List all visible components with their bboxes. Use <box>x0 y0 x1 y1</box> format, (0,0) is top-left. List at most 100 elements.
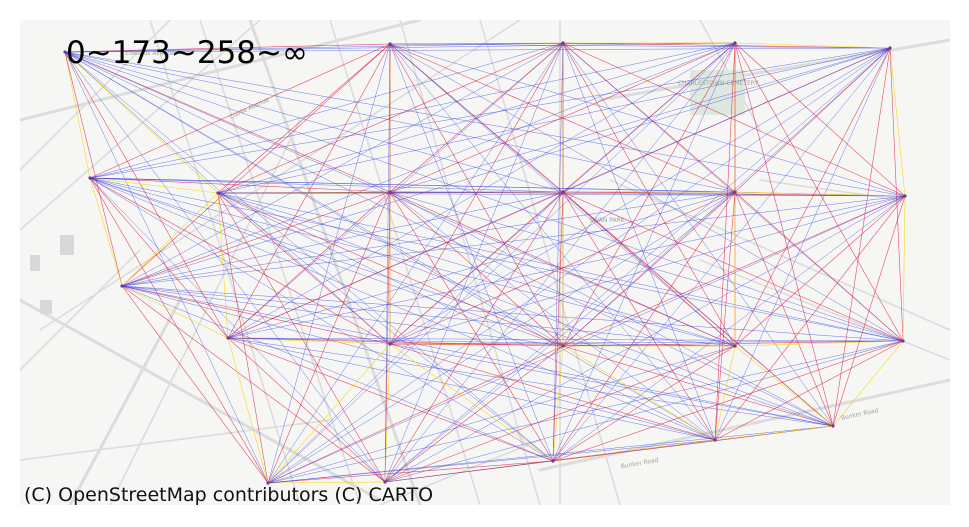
network-edge <box>562 42 716 441</box>
network-edge <box>832 195 906 427</box>
network-edge <box>734 47 891 347</box>
network-edge <box>121 285 716 441</box>
network-edge <box>389 43 554 462</box>
network-edge <box>267 439 716 484</box>
network-edge <box>889 47 904 342</box>
network-node <box>561 344 565 348</box>
road <box>149 20 301 505</box>
network-edge <box>121 192 219 287</box>
network-edge <box>384 191 391 483</box>
network-edge <box>89 42 564 179</box>
network-edge <box>389 43 564 347</box>
network-edge <box>121 285 269 484</box>
network-edge <box>714 345 736 441</box>
road <box>20 419 331 461</box>
network-edge <box>121 285 391 345</box>
map-svg: CHARLESTOWN CEMETERY SWAN PARK Bunker Road… <box>20 20 950 505</box>
network-edge <box>64 51 123 287</box>
road <box>248 20 422 505</box>
network-edge <box>384 345 564 483</box>
network-edge <box>389 43 716 441</box>
network-edge <box>121 195 906 287</box>
network-edge <box>64 42 736 53</box>
network-edge <box>217 192 834 427</box>
building <box>30 255 40 271</box>
network-edge <box>89 42 736 179</box>
basemap-label: SWAN PARK <box>589 217 625 224</box>
network-edge <box>227 337 386 483</box>
network-edge <box>227 191 736 339</box>
network-edge <box>217 42 736 194</box>
network-edge <box>552 47 891 462</box>
network-edge <box>389 43 736 193</box>
road <box>199 20 361 505</box>
network-edge <box>734 191 906 197</box>
network-edge <box>384 42 736 483</box>
network-edge <box>64 51 736 347</box>
network-edge <box>89 177 716 441</box>
distance-legend-label: 0~173~258~∞ <box>66 35 308 71</box>
network-edge <box>89 177 554 462</box>
network-edge <box>217 42 564 194</box>
network-edge <box>64 43 391 53</box>
network-edge <box>714 191 736 441</box>
network-edge <box>227 337 834 427</box>
network-edge <box>217 47 891 194</box>
road <box>20 298 382 502</box>
network-edge <box>227 337 391 345</box>
network-edge <box>552 191 564 462</box>
network-edge <box>64 51 834 427</box>
network-node <box>120 284 124 288</box>
network-node <box>733 344 737 348</box>
network-edge <box>217 192 554 462</box>
network-edge <box>227 337 904 342</box>
map-canvas[interactable]: CHARLESTOWN CEMETERY SWAN PARK Bunker Road… <box>20 20 950 505</box>
network-edge <box>121 285 229 339</box>
network-edge <box>217 43 391 194</box>
network-edge <box>64 47 891 53</box>
network-edge <box>562 345 834 427</box>
network-edge <box>267 345 564 484</box>
network-edge <box>384 191 564 483</box>
network-edge <box>384 191 736 483</box>
network-edge <box>227 43 391 339</box>
network-edge <box>384 345 736 483</box>
network-node <box>383 480 387 484</box>
network-edge <box>227 42 736 339</box>
network-edge <box>389 191 834 427</box>
network-edge <box>89 177 391 193</box>
network-edge <box>562 191 834 427</box>
network-edge <box>734 42 891 49</box>
network-edge <box>89 177 386 483</box>
network-node <box>388 342 392 346</box>
network-edge <box>389 43 904 342</box>
network-edge <box>384 43 391 483</box>
road <box>20 20 171 171</box>
network-edge <box>389 42 736 193</box>
network-node <box>226 336 230 340</box>
network-edge <box>562 47 891 347</box>
network-node <box>733 41 737 45</box>
road <box>699 259 950 361</box>
network-edge <box>89 177 219 194</box>
network-edge <box>552 340 904 462</box>
network-node <box>561 41 565 45</box>
network-edge <box>734 42 834 427</box>
network-edge <box>267 340 904 484</box>
network-node <box>561 190 565 194</box>
network-edge <box>217 192 564 347</box>
network-edge <box>267 47 891 484</box>
network-node <box>551 459 555 463</box>
network-edge <box>89 177 269 484</box>
network-edge <box>389 47 891 193</box>
network-edge <box>217 192 386 483</box>
network-edge <box>734 191 834 427</box>
network-edge <box>64 51 906 197</box>
network-edge <box>227 191 391 339</box>
network-edge <box>64 51 391 345</box>
network-edge <box>89 177 834 427</box>
network-edge <box>267 425 834 484</box>
network-edge <box>89 177 229 339</box>
network-edge <box>121 285 736 347</box>
network-edge <box>64 51 219 194</box>
